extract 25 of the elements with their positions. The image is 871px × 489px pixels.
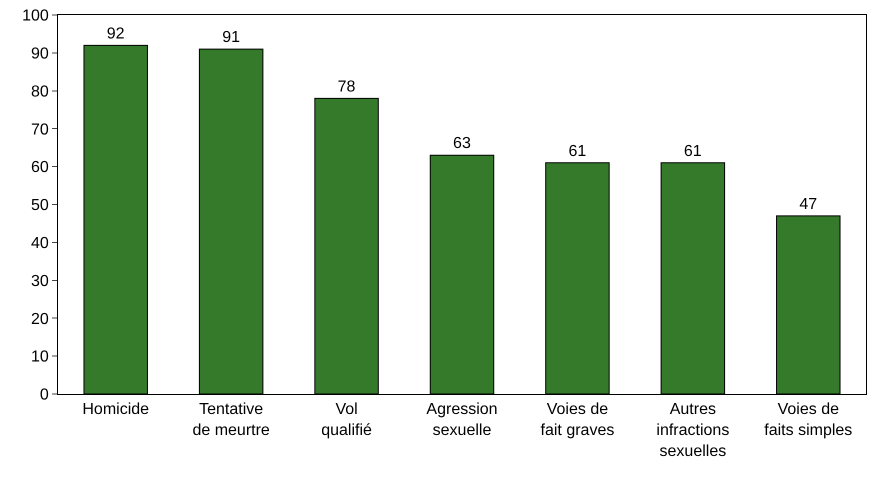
data-label: 63 — [453, 135, 471, 152]
x-tick-label: Vol qualifié — [321, 401, 372, 439]
x-tick-label: Voies de faits simples — [764, 401, 852, 439]
x-tick-label: Agression sexuelle — [426, 401, 498, 439]
y-tick-label: 80 — [31, 83, 49, 100]
y-tick-label: 40 — [31, 235, 49, 252]
y-tick-label: 0 — [40, 386, 49, 404]
data-label: 61 — [568, 142, 586, 160]
data-label: 47 — [799, 196, 818, 213]
data-label: 78 — [338, 78, 356, 96]
y-tick-label: 100 — [22, 8, 49, 25]
x-tick-label: Autres infractions sexuelles — [656, 401, 730, 460]
y-tick-label: 90 — [31, 46, 49, 62]
data-label: 92 — [106, 25, 125, 42]
data-label: 91 — [222, 29, 240, 46]
y-tick-label: 50 — [31, 197, 49, 214]
x-tick-label: Voies de fait graves — [540, 401, 614, 439]
y-tick-label: 30 — [31, 272, 49, 290]
y-tick-label: 10 — [31, 348, 49, 366]
x-tick-label: Homicide — [82, 401, 150, 418]
x-tick-label: Tentative de meurtre — [192, 401, 270, 439]
y-tick-label: 20 — [31, 310, 49, 328]
data-label: 61 — [684, 142, 702, 160]
y-tick-label: 60 — [31, 159, 49, 176]
y-tick-label: 70 — [31, 121, 49, 138]
